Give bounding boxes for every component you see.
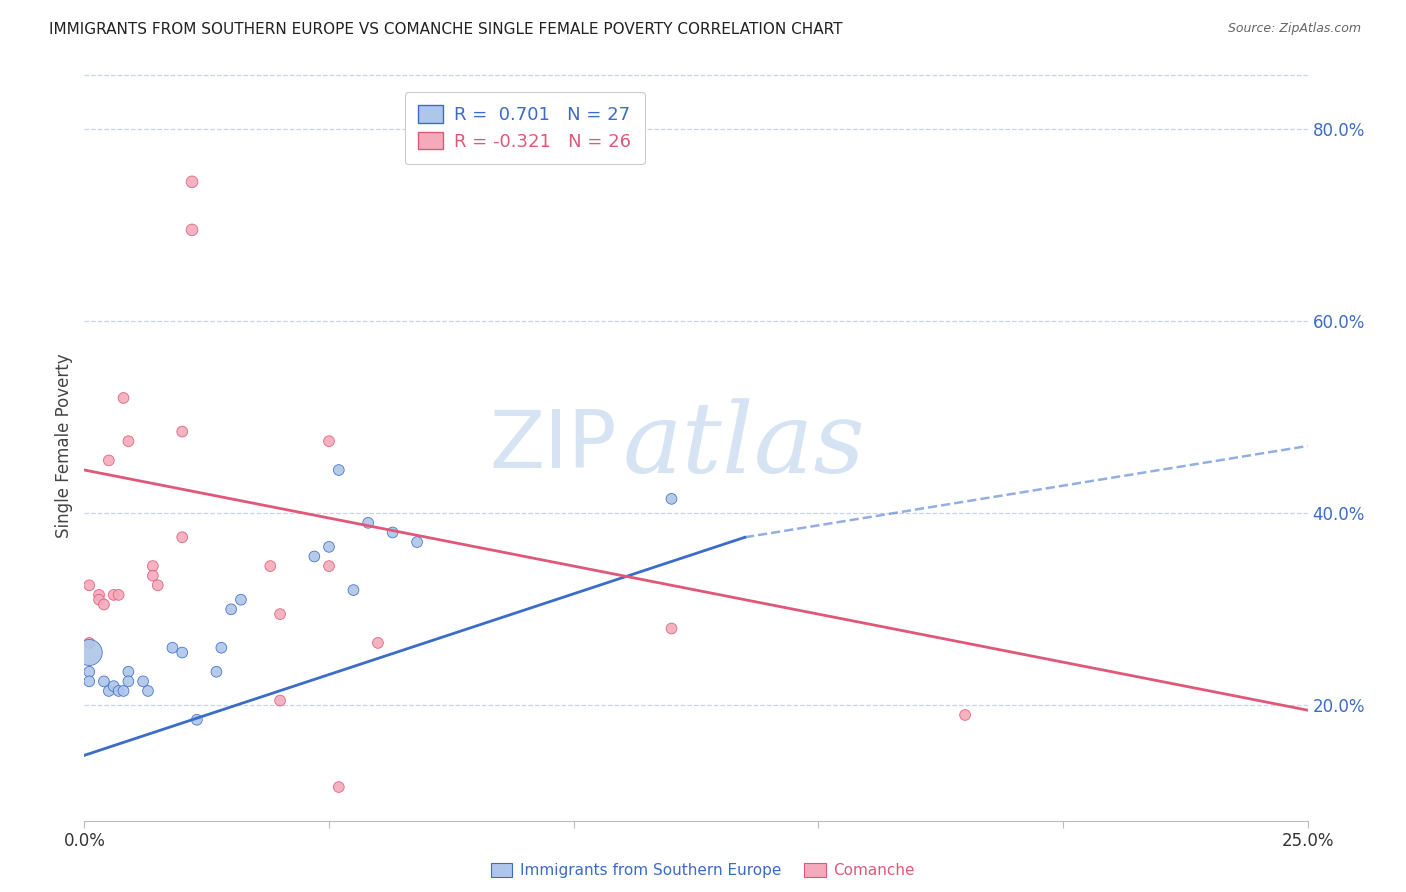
Text: IMMIGRANTS FROM SOUTHERN EUROPE VS COMANCHE SINGLE FEMALE POVERTY CORRELATION CH: IMMIGRANTS FROM SOUTHERN EUROPE VS COMAN… (49, 22, 842, 37)
Point (77, 646, 100, 660)
Point (77, 578, 100, 592)
Point (318, 540, 340, 554)
Point (209, 640, 232, 655)
Point (661, 622, 683, 636)
Point (181, 175, 204, 189)
Point (342, 583, 364, 598)
Point (142, 559, 165, 574)
Text: ZIP: ZIP (489, 407, 616, 485)
Point (87, 592, 110, 607)
Point (328, 780, 350, 794)
Point (219, 602, 242, 616)
Text: Source: ZipAtlas.com: Source: ZipAtlas.com (1227, 22, 1361, 36)
Point (142, 568, 165, 582)
Point (304, 549, 326, 564)
Point (77, 665, 100, 679)
Point (172, 530, 194, 544)
Point (117, 674, 139, 689)
Point (229, 592, 252, 607)
Point (93, 598, 115, 612)
Point (117, 665, 139, 679)
Point (328, 463, 350, 477)
Point (77, 674, 100, 689)
Point (112, 684, 135, 698)
Point (406, 535, 429, 549)
Point (162, 640, 184, 655)
Legend: R =  0.701   N = 27, R = -0.321   N = 26: R = 0.701 N = 27, R = -0.321 N = 26 (405, 92, 645, 164)
Point (103, 588, 125, 602)
Point (318, 559, 340, 574)
Point (97, 453, 120, 467)
Point (136, 684, 159, 698)
Legend: Immigrants from Southern Europe, Comanche: Immigrants from Southern Europe, Comanch… (485, 857, 921, 884)
Point (259, 559, 281, 574)
Text: atlas: atlas (623, 399, 865, 493)
Point (172, 646, 194, 660)
Point (186, 713, 208, 727)
Point (269, 607, 291, 621)
Point (87, 588, 110, 602)
Point (97, 684, 120, 698)
Point (367, 636, 389, 650)
Point (661, 491, 683, 506)
Point (205, 665, 228, 679)
Point (112, 391, 135, 405)
Point (117, 434, 139, 449)
Y-axis label: Single Female Poverty: Single Female Poverty (55, 354, 73, 538)
Point (953, 708, 976, 723)
Point (107, 588, 129, 602)
Point (93, 674, 115, 689)
Point (132, 674, 155, 689)
Point (107, 684, 129, 698)
Point (357, 516, 380, 530)
Point (146, 578, 169, 592)
Point (381, 525, 404, 540)
Point (77, 636, 100, 650)
Point (181, 223, 204, 237)
Point (269, 693, 291, 707)
Point (172, 425, 194, 439)
Point (318, 434, 340, 449)
Point (103, 679, 125, 693)
